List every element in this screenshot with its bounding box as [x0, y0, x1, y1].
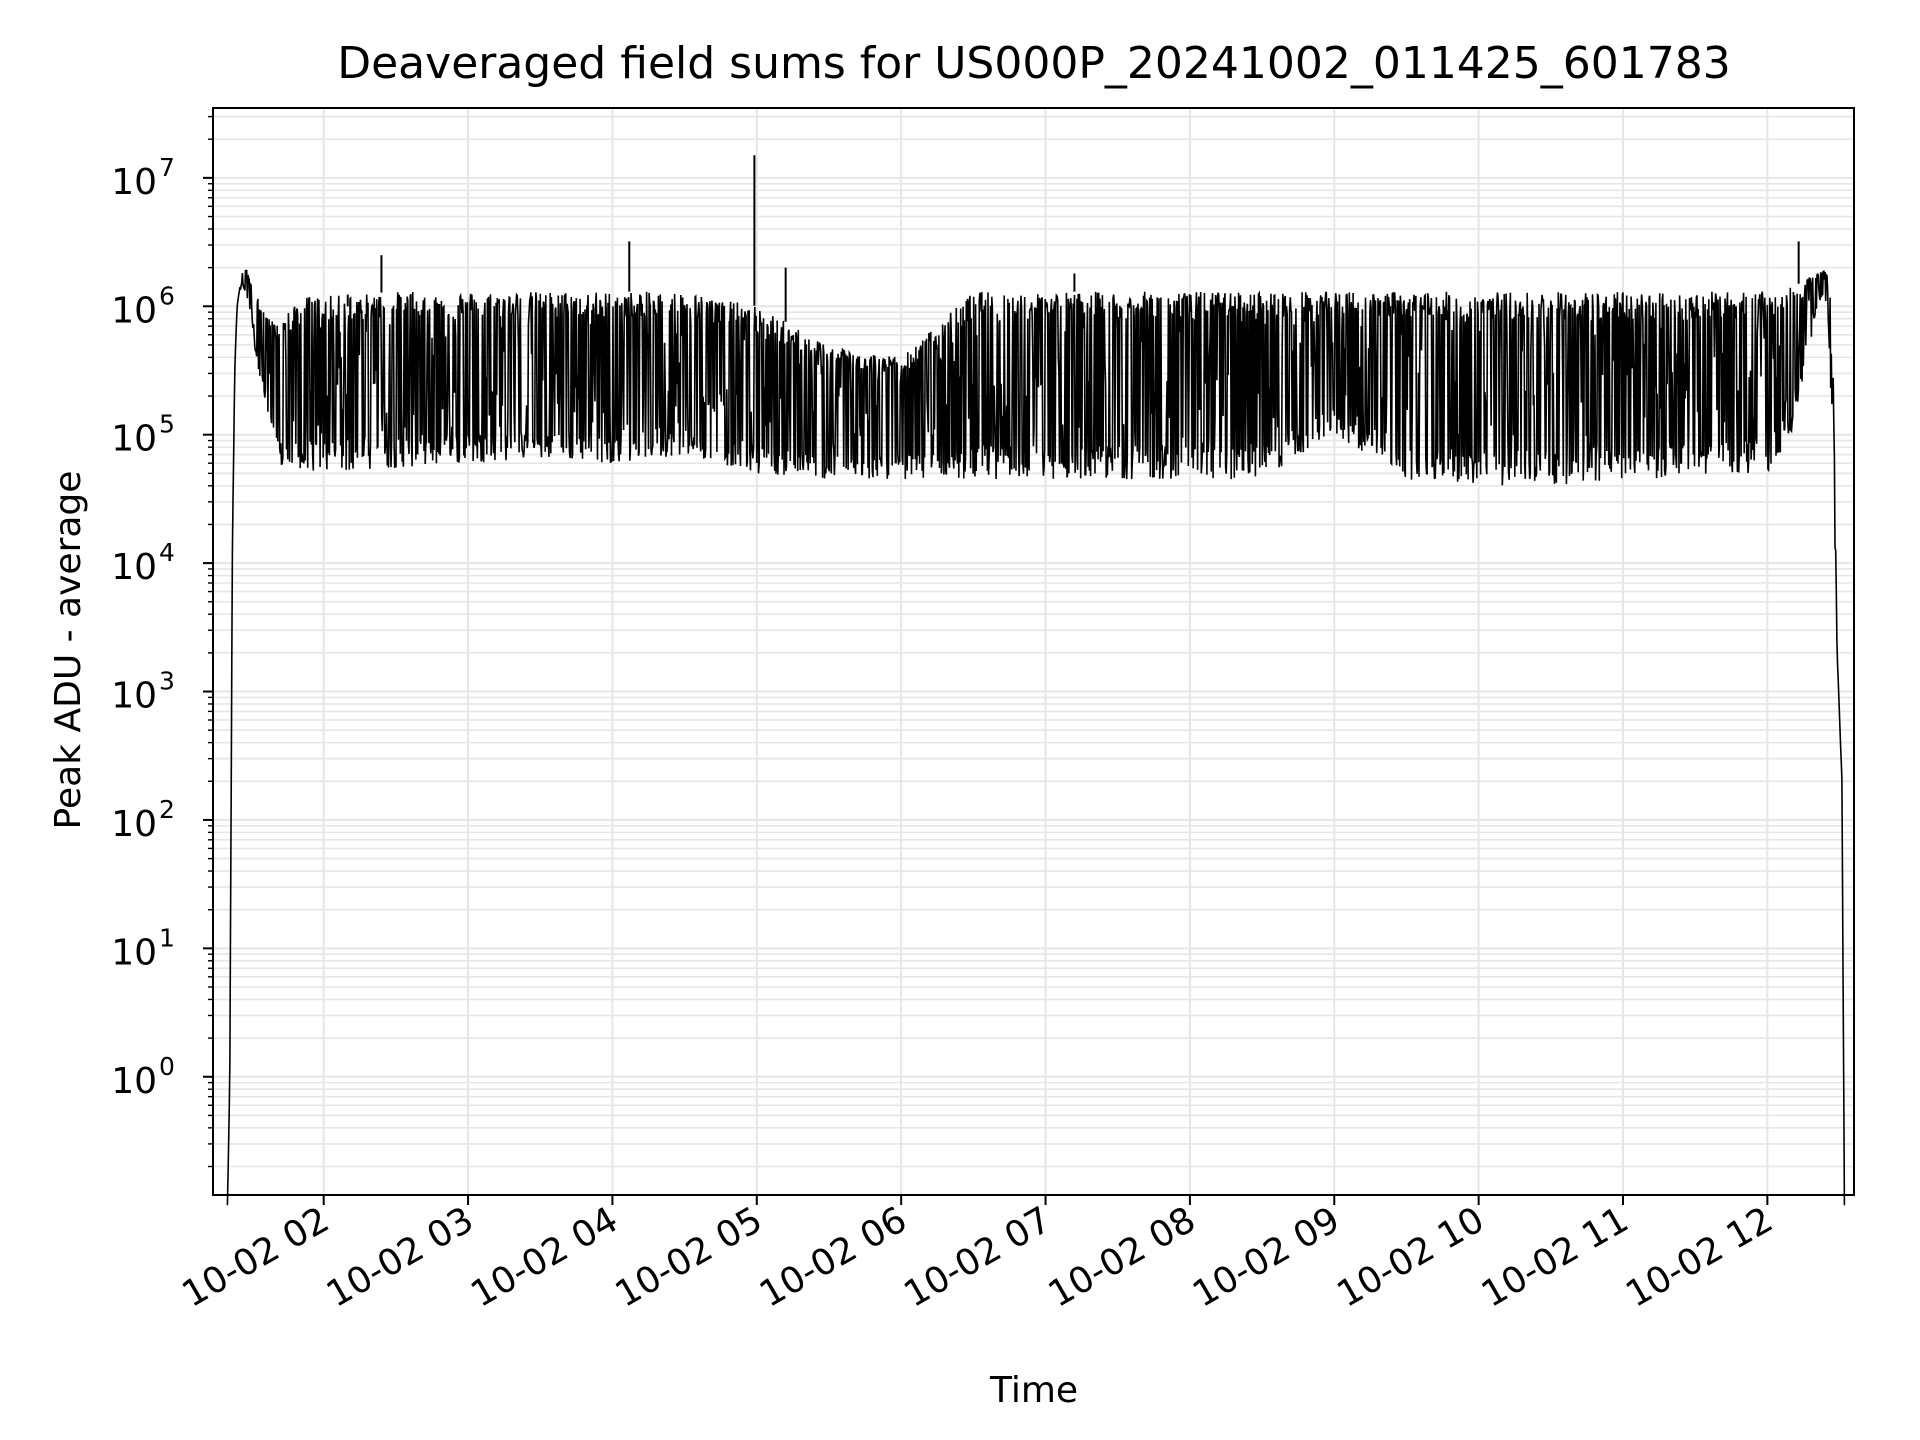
- plot-frame: [212, 107, 1855, 1196]
- y-tick-label: 10: [111, 932, 157, 973]
- y-tick-label-exponent: 6: [159, 281, 175, 310]
- y-axis-label: Peak ADU - average: [48, 471, 89, 830]
- y-tick-label: 10: [111, 804, 157, 845]
- y-tick-label: 10: [111, 290, 157, 331]
- y-tick-label-exponent: 4: [159, 538, 175, 567]
- y-tick-label-exponent: 5: [159, 410, 175, 439]
- y-tick-label: 10: [111, 676, 157, 717]
- y-tick-label-exponent: 7: [159, 153, 175, 182]
- chart-title: Deaveraged field sums for US000P_2024100…: [337, 38, 1731, 89]
- spikes: [346, 155, 1800, 322]
- y-tick-label-exponent: 3: [159, 667, 175, 696]
- plot-area: [226, 269, 1846, 1206]
- series-trace: [226, 269, 1846, 1206]
- y-tick-label: 10: [111, 1061, 157, 1102]
- y-tick-label-exponent: 2: [159, 795, 175, 824]
- y-tick-label: 10: [111, 419, 157, 460]
- y-tick-label-exponent: 1: [159, 923, 175, 952]
- y-tick-label: 10: [111, 162, 157, 203]
- y-tick-label-exponent: 0: [159, 1052, 175, 1081]
- y-tick-label: 10: [111, 547, 157, 588]
- x-axis-label: Time: [989, 1370, 1078, 1411]
